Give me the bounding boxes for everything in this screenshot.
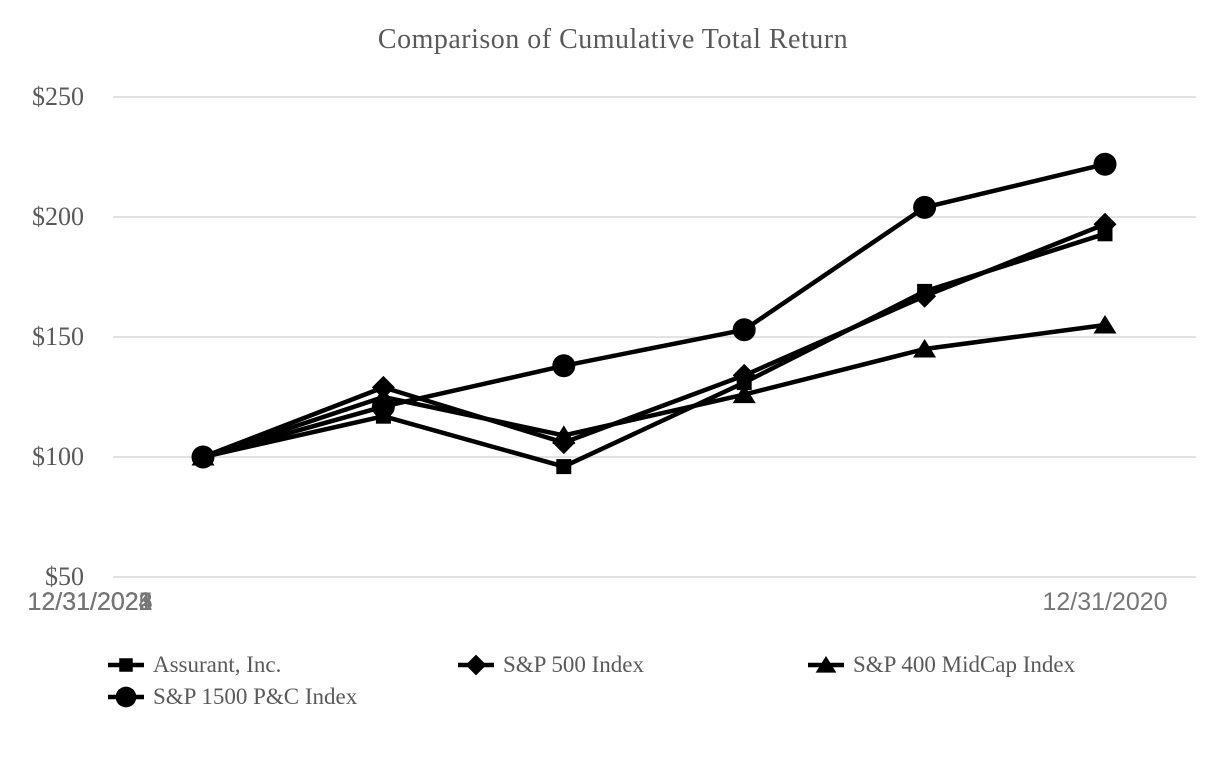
square-marker	[1097, 226, 1113, 242]
chart-title: Comparison of Cumulative Total Return	[377, 24, 849, 55]
square-marker	[119, 658, 133, 672]
square-marker	[736, 375, 752, 391]
y-axis-tick-label: $150	[32, 322, 84, 351]
x-axis-tick-label: 12/31/2022	[27, 588, 153, 616]
legend-label: S&P 500 Index	[503, 652, 644, 677]
chart-legend: Assurant, Inc. S&P 500 Index S&P 400 Mid…	[106, 650, 1186, 712]
legend-label: S&P 400 MidCap Index	[853, 652, 1076, 677]
x-axis-tick-label: 12/31/2024	[27, 588, 153, 616]
square-marker	[195, 449, 211, 465]
legend-label: Assurant, Inc.	[153, 652, 282, 677]
square-marker	[556, 459, 572, 475]
y-axis-tick-label: $250	[32, 82, 84, 111]
square-marker	[917, 283, 933, 299]
legend-label: S&P 1500 P&C Index	[153, 684, 358, 709]
circle-marker	[552, 354, 576, 378]
series-line-s-p-500-index	[200, 221, 1108, 460]
triangle-marker	[552, 425, 576, 444]
triangle-marker-icon	[808, 656, 844, 673]
circle-marker-icon	[108, 686, 144, 708]
triangle-marker	[913, 339, 937, 358]
circle-marker	[732, 318, 756, 342]
square-marker	[375, 408, 391, 424]
x-axis-tick-label: 12/31/2021	[27, 588, 153, 616]
triangle-marker	[1093, 315, 1117, 334]
triangle-marker	[732, 384, 756, 404]
y-axis-tick-label: $50	[45, 562, 84, 591]
x-axis-tick-label: 12/31/2025	[27, 588, 153, 616]
series-line-s-p-1500-p-c-index	[200, 161, 1108, 460]
legend-item-sp400-midcap: S&P 400 MidCap Index	[806, 650, 1156, 680]
diamond-marker	[465, 654, 487, 676]
series-line-s-p-400-midcap-index	[200, 322, 1108, 460]
circle-marker	[1093, 152, 1117, 176]
circle-marker	[115, 686, 137, 708]
x-axis-tick-label: 12/31/2023	[27, 588, 153, 616]
triangle-marker	[815, 656, 837, 673]
legend-item-sp500: S&P 500 Index	[456, 650, 806, 680]
diamond-marker-icon	[458, 654, 494, 676]
x-axis-tick-label: 12/31/2020	[1042, 588, 1168, 616]
circle-marker	[913, 195, 937, 219]
y-axis-tick-label: $200	[32, 202, 84, 231]
legend-item-sp1500-pc: S&P 1500 P&C Index	[106, 682, 456, 712]
series-line-assurant-inc	[200, 231, 1108, 469]
legend-item-assurant: Assurant, Inc.	[106, 650, 456, 680]
square-marker-icon	[108, 658, 144, 672]
y-axis-tick-label: $100	[32, 442, 84, 471]
